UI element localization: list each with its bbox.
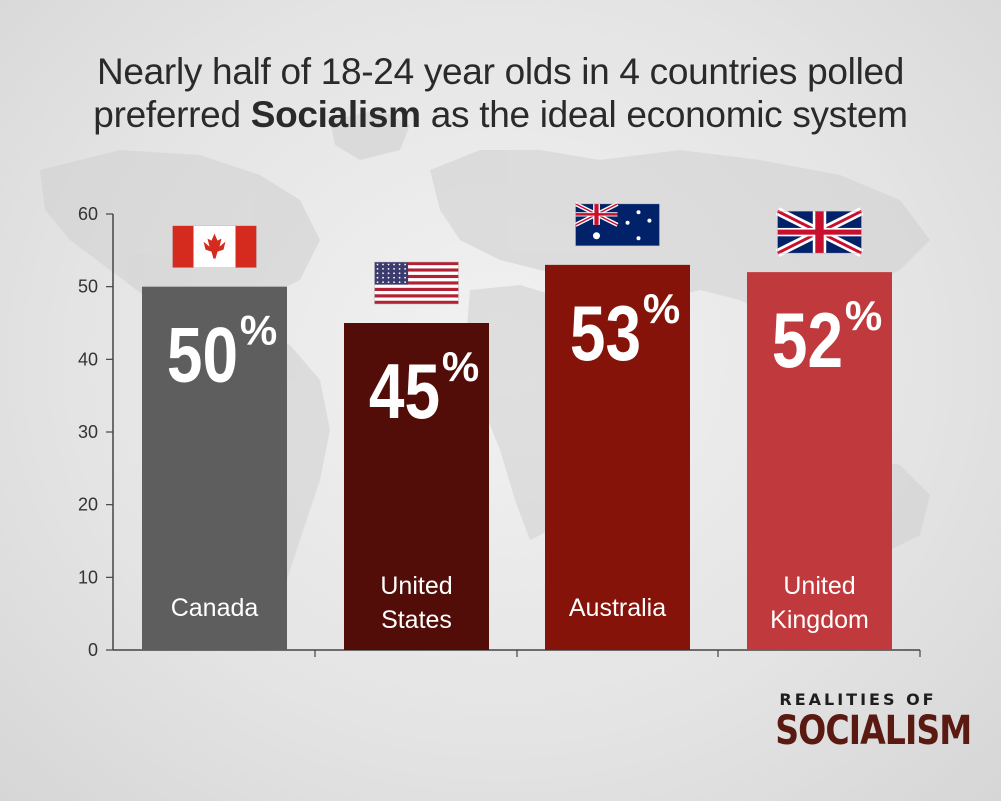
value-label-percent: % bbox=[240, 307, 277, 354]
value-label: 53 bbox=[570, 290, 641, 377]
title-line-2-bold: Socialism bbox=[250, 94, 421, 135]
y-tick-label: 50 bbox=[78, 277, 98, 297]
bar-united-states bbox=[344, 323, 489, 650]
uk-flag-icon bbox=[775, 207, 864, 257]
y-tick-label: 30 bbox=[78, 422, 98, 442]
y-tick-label: 0 bbox=[88, 640, 98, 660]
y-tick-label: 20 bbox=[78, 495, 98, 515]
category-label: Australia bbox=[569, 594, 666, 622]
bar-united-kingdom bbox=[747, 272, 892, 650]
bar-canada bbox=[142, 286, 287, 650]
value-label: 45 bbox=[369, 348, 440, 435]
value-label-percent: % bbox=[845, 292, 882, 339]
usa-flag-icon bbox=[374, 261, 459, 305]
title-line-2-pre: preferred bbox=[93, 94, 251, 135]
title-line-2: preferred Socialism as the ideal economi… bbox=[0, 93, 1001, 136]
brand-main-text: SOCIALISM bbox=[775, 708, 972, 754]
category-label: Kingdom bbox=[770, 606, 869, 634]
australia-flag-icon bbox=[574, 201, 660, 247]
category-label: United bbox=[380, 572, 452, 600]
chart-title: Nearly half of 18-24 year olds in 4 coun… bbox=[0, 50, 1001, 136]
value-label-percent: % bbox=[643, 285, 680, 332]
value-label-percent: % bbox=[442, 343, 479, 390]
category-label: United bbox=[783, 572, 855, 600]
y-tick-label: 60 bbox=[78, 204, 98, 224]
y-tick-label: 40 bbox=[78, 349, 98, 369]
value-label: 50 bbox=[167, 312, 238, 399]
title-line-1: Nearly half of 18-24 year olds in 4 coun… bbox=[96, 51, 905, 92]
brand-top-text: REALITIES OF bbox=[779, 690, 937, 709]
value-label: 52 bbox=[772, 297, 843, 384]
bar-australia bbox=[545, 264, 690, 650]
brand-logo: REALITIES OF SOCIALISM bbox=[768, 690, 972, 754]
canada-flag-icon bbox=[172, 225, 257, 268]
category-label: Canada bbox=[171, 594, 259, 622]
category-label: States bbox=[381, 606, 452, 634]
title-line-2-post: as the ideal economic system bbox=[420, 94, 908, 135]
y-tick-label: 10 bbox=[78, 567, 98, 587]
